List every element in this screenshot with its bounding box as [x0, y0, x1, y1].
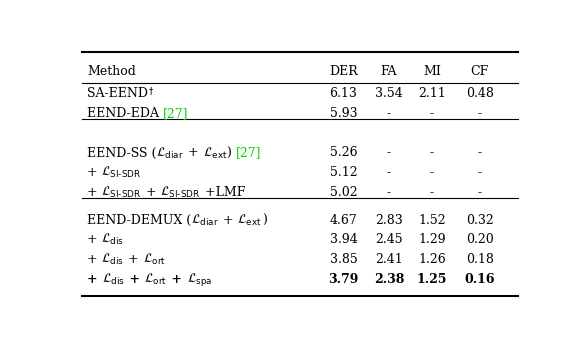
Text: 5.26: 5.26	[330, 146, 357, 159]
Text: SA-EEND: SA-EEND	[87, 87, 148, 100]
Text: EEND-DEMUX (: EEND-DEMUX (	[87, 214, 191, 227]
Text: +: +	[142, 186, 161, 199]
Text: MI: MI	[423, 65, 441, 78]
Text: $\mathcal{L}_{\mathrm{diar}}$: $\mathcal{L}_{\mathrm{diar}}$	[156, 145, 184, 160]
Text: 2.45: 2.45	[375, 233, 403, 246]
Text: 2.83: 2.83	[375, 214, 403, 227]
Text: 5.02: 5.02	[330, 186, 357, 199]
Text: +: +	[125, 273, 144, 286]
Text: 0.32: 0.32	[466, 214, 493, 227]
Text: $^{\dagger}$: $^{\dagger}$	[148, 87, 154, 100]
Text: 2.38: 2.38	[374, 273, 404, 286]
Text: +: +	[219, 214, 237, 227]
Text: -: -	[387, 186, 391, 199]
Text: -: -	[478, 107, 482, 120]
Text: 0.20: 0.20	[466, 233, 493, 246]
Text: +: +	[87, 273, 102, 286]
Text: EEND-SS (: EEND-SS (	[87, 146, 156, 159]
Text: 0.16: 0.16	[465, 273, 495, 286]
Text: 6.13: 6.13	[329, 87, 357, 100]
Text: +: +	[87, 166, 101, 179]
Text: +LMF: +LMF	[200, 186, 245, 199]
Text: +: +	[87, 253, 101, 266]
Text: -: -	[430, 107, 434, 120]
Text: +: +	[184, 146, 203, 159]
Text: 0.18: 0.18	[466, 253, 493, 266]
Text: 3.79: 3.79	[328, 273, 359, 286]
Text: -: -	[430, 166, 434, 179]
Text: $\mathcal{L}_{\mathrm{ort}}$: $\mathcal{L}_{\mathrm{ort}}$	[144, 272, 167, 287]
Text: 2.41: 2.41	[375, 253, 403, 266]
Text: -: -	[430, 186, 434, 199]
Text: 1.52: 1.52	[418, 214, 446, 227]
Text: 5.12: 5.12	[330, 166, 357, 179]
Text: FA: FA	[381, 65, 397, 78]
Text: [27]: [27]	[163, 107, 188, 120]
Text: 4.67: 4.67	[329, 214, 357, 227]
Text: $\mathcal{L}_{\mathrm{ort}}$: $\mathcal{L}_{\mathrm{ort}}$	[143, 252, 166, 267]
Text: 1.26: 1.26	[418, 253, 446, 266]
Text: $\mathcal{L}_{\mathrm{ext}}$: $\mathcal{L}_{\mathrm{ext}}$	[237, 213, 262, 228]
Text: 5.93: 5.93	[330, 107, 357, 120]
Text: Method: Method	[87, 65, 136, 78]
Text: -: -	[387, 146, 391, 159]
Text: +: +	[167, 273, 186, 286]
Text: $\mathcal{L}_{\mathrm{SI\text{-}SDR}}$: $\mathcal{L}_{\mathrm{SI\text{-}SDR}}$	[101, 185, 142, 200]
Text: DER: DER	[329, 65, 358, 78]
Text: -: -	[387, 166, 391, 179]
Text: ): )	[227, 146, 236, 159]
Text: $\mathcal{L}_{\mathrm{ext}}$: $\mathcal{L}_{\mathrm{ext}}$	[203, 145, 227, 160]
Text: -: -	[478, 146, 482, 159]
Text: -: -	[478, 186, 482, 199]
Text: ): )	[262, 214, 267, 227]
Text: -: -	[387, 107, 391, 120]
Text: $\mathcal{L}_{\mathrm{SI\text{-}SDR}}$: $\mathcal{L}_{\mathrm{SI\text{-}SDR}}$	[161, 185, 200, 200]
Text: 3.85: 3.85	[329, 253, 357, 266]
Text: $\mathcal{L}_{\mathrm{dis}}$: $\mathcal{L}_{\mathrm{dis}}$	[101, 232, 124, 247]
Text: $\mathcal{L}_{\mathrm{diar}}$: $\mathcal{L}_{\mathrm{diar}}$	[191, 213, 219, 228]
Text: $\mathcal{L}_{\mathrm{spa}}$: $\mathcal{L}_{\mathrm{spa}}$	[186, 271, 212, 288]
Text: 1.29: 1.29	[418, 233, 446, 246]
Text: 3.54: 3.54	[375, 87, 403, 100]
Text: +: +	[124, 253, 143, 266]
Text: [27]: [27]	[236, 146, 262, 159]
Text: 1.25: 1.25	[417, 273, 447, 286]
Text: 3.94: 3.94	[329, 233, 357, 246]
Text: $\mathcal{L}_{\mathrm{dis}}$: $\mathcal{L}_{\mathrm{dis}}$	[102, 272, 125, 287]
Text: 2.11: 2.11	[418, 87, 446, 100]
Text: CF: CF	[471, 65, 489, 78]
Text: $\mathcal{L}_{\mathrm{SI\text{-}SDR}}$: $\mathcal{L}_{\mathrm{SI\text{-}SDR}}$	[101, 165, 142, 180]
Text: +: +	[87, 233, 101, 246]
Text: EEND-EDA: EEND-EDA	[87, 107, 163, 120]
Text: 0.48: 0.48	[466, 87, 493, 100]
Text: -: -	[430, 146, 434, 159]
Text: $\mathcal{L}_{\mathrm{dis}}$: $\mathcal{L}_{\mathrm{dis}}$	[101, 252, 124, 267]
Text: -: -	[478, 166, 482, 179]
Text: +: +	[87, 186, 101, 199]
